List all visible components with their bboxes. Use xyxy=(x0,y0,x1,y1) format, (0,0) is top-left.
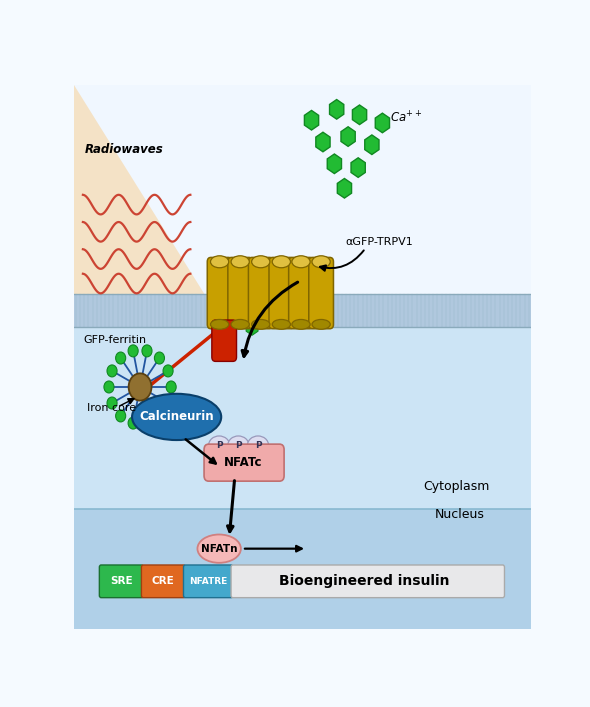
Circle shape xyxy=(116,410,126,422)
FancyBboxPatch shape xyxy=(207,257,232,329)
Circle shape xyxy=(163,397,173,409)
FancyBboxPatch shape xyxy=(212,320,237,361)
Ellipse shape xyxy=(252,320,270,329)
Ellipse shape xyxy=(292,320,310,329)
Ellipse shape xyxy=(211,256,229,268)
Text: NFATc: NFATc xyxy=(224,456,262,469)
Circle shape xyxy=(155,410,165,422)
Ellipse shape xyxy=(231,256,250,268)
Circle shape xyxy=(116,352,126,364)
Ellipse shape xyxy=(252,256,270,268)
Ellipse shape xyxy=(272,320,290,329)
FancyBboxPatch shape xyxy=(309,257,333,329)
Ellipse shape xyxy=(209,436,230,455)
Bar xyxy=(74,85,531,294)
Bar xyxy=(74,327,531,510)
Text: NFATRE: NFATRE xyxy=(189,577,227,586)
Ellipse shape xyxy=(292,256,310,268)
Circle shape xyxy=(142,417,152,429)
Circle shape xyxy=(142,345,152,357)
Circle shape xyxy=(128,417,138,429)
FancyBboxPatch shape xyxy=(183,565,233,597)
FancyBboxPatch shape xyxy=(231,565,504,597)
Circle shape xyxy=(104,381,114,393)
Text: αGFP-TRPV1: αGFP-TRPV1 xyxy=(346,238,414,247)
Circle shape xyxy=(107,365,117,377)
FancyBboxPatch shape xyxy=(248,257,273,329)
Text: Calcineurin: Calcineurin xyxy=(139,411,214,423)
Text: SRE: SRE xyxy=(110,576,133,586)
FancyBboxPatch shape xyxy=(228,257,253,329)
Circle shape xyxy=(166,381,176,393)
FancyBboxPatch shape xyxy=(99,565,143,597)
Ellipse shape xyxy=(272,256,290,268)
Ellipse shape xyxy=(198,534,241,563)
FancyBboxPatch shape xyxy=(269,257,294,329)
Ellipse shape xyxy=(228,436,249,455)
Ellipse shape xyxy=(132,394,221,440)
Text: Cytoplasm: Cytoplasm xyxy=(424,481,490,493)
Bar xyxy=(74,294,531,327)
Text: Radiowaves: Radiowaves xyxy=(85,143,164,156)
Text: $Ca^{++}$: $Ca^{++}$ xyxy=(390,111,422,126)
Text: P: P xyxy=(235,440,242,450)
FancyBboxPatch shape xyxy=(204,444,284,481)
Ellipse shape xyxy=(231,320,250,329)
FancyBboxPatch shape xyxy=(289,257,313,329)
FancyBboxPatch shape xyxy=(142,565,185,597)
Circle shape xyxy=(163,365,173,377)
Ellipse shape xyxy=(312,320,330,329)
Text: GFP-ferritin: GFP-ferritin xyxy=(83,335,146,346)
Ellipse shape xyxy=(211,320,229,329)
Text: Iron core: Iron core xyxy=(87,404,137,414)
Text: NFATn: NFATn xyxy=(201,544,237,554)
Circle shape xyxy=(107,397,117,409)
Bar xyxy=(74,510,531,629)
Text: Nucleus: Nucleus xyxy=(435,508,485,520)
Text: P: P xyxy=(255,440,261,450)
Circle shape xyxy=(128,345,138,357)
Text: CRE: CRE xyxy=(152,576,175,586)
Ellipse shape xyxy=(312,256,330,268)
Circle shape xyxy=(155,352,165,364)
Circle shape xyxy=(129,373,152,401)
Text: Bioengineered insulin: Bioengineered insulin xyxy=(279,574,450,588)
Polygon shape xyxy=(74,85,225,327)
Text: P: P xyxy=(216,440,222,450)
Ellipse shape xyxy=(248,436,268,455)
